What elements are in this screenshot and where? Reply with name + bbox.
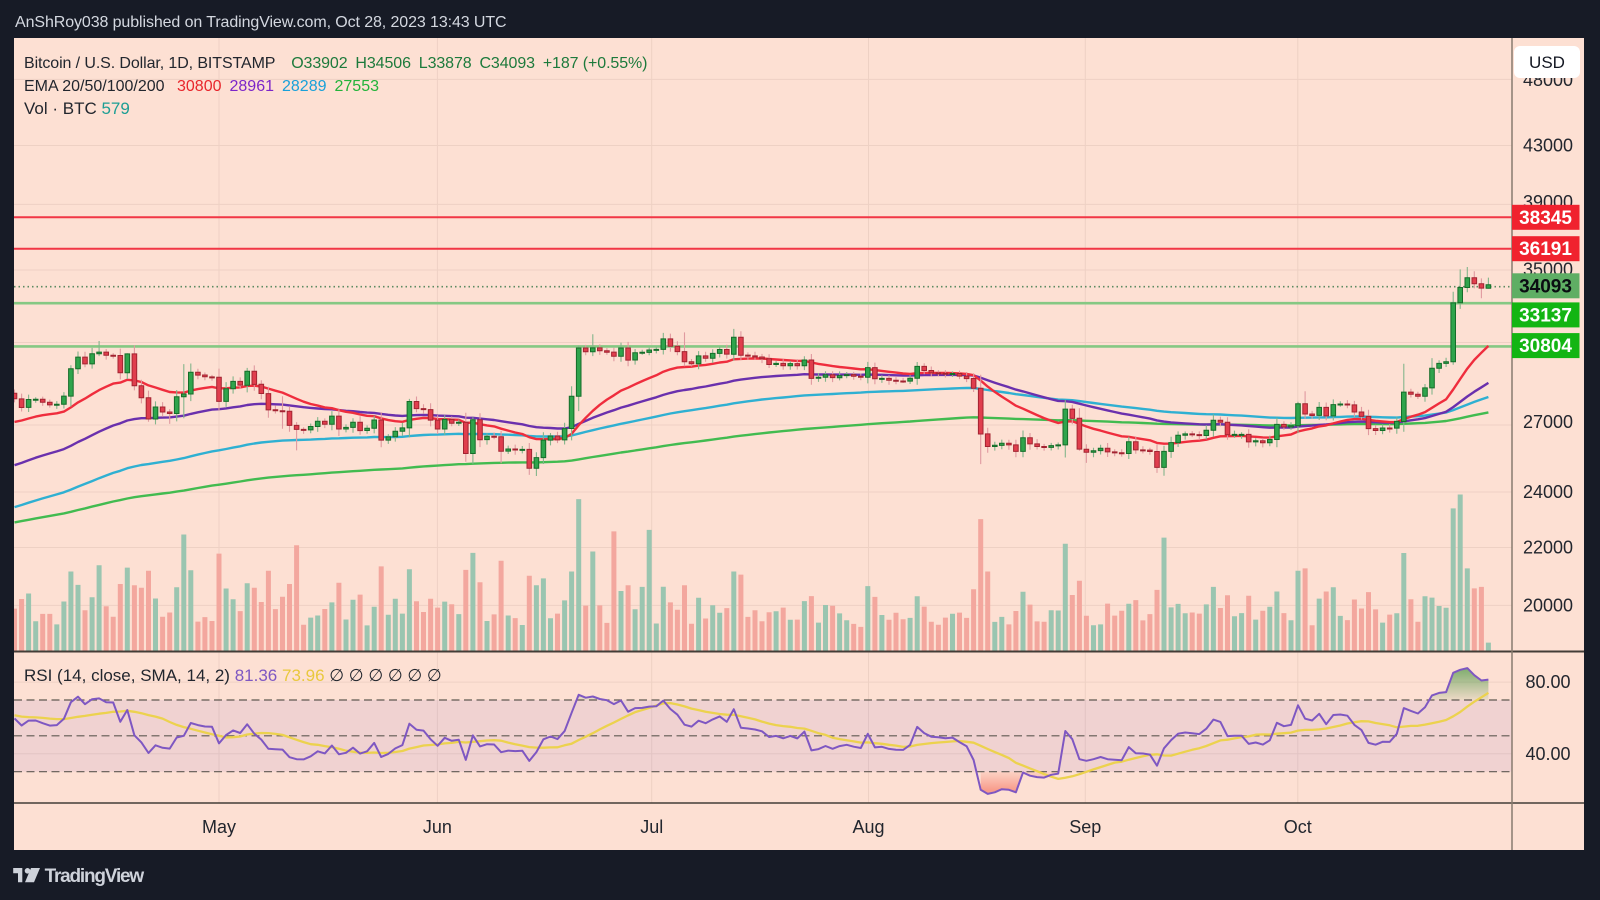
svg-text:Aug: Aug — [852, 817, 884, 837]
svg-text:Jul: Jul — [640, 817, 663, 837]
svg-text:33137: 33137 — [1519, 305, 1572, 326]
svg-text:Bitcoin / U.S. Dollar, 1D, BIT: Bitcoin / U.S. Dollar, 1D, BITSTAMP O339… — [24, 55, 647, 72]
svg-text:Sep: Sep — [1069, 817, 1101, 837]
svg-text:43000: 43000 — [1523, 136, 1573, 156]
svg-text:20000: 20000 — [1523, 595, 1573, 615]
svg-text:EMA 20/50/100/200 30800 28961: EMA 20/50/100/200 30800 28961 28289 2755… — [24, 78, 379, 95]
svg-text:RSI (14, close, SMA, 14, 2) 81: RSI (14, close, SMA, 14, 2) 81.36 73.96 … — [24, 666, 442, 685]
svg-text:22000: 22000 — [1523, 538, 1573, 558]
svg-text:AnShRoy038 published on Tradin: AnShRoy038 published on TradingView.com,… — [15, 14, 507, 31]
svg-text:May: May — [202, 817, 236, 837]
svg-text:36191: 36191 — [1519, 239, 1572, 260]
svg-text:USD: USD — [1529, 53, 1565, 72]
svg-text:30804: 30804 — [1519, 336, 1572, 357]
svg-text:38345: 38345 — [1519, 208, 1572, 229]
svg-text:34093: 34093 — [1519, 276, 1572, 297]
svg-text:Vol · BTC 579: Vol · BTC 579 — [24, 99, 130, 118]
svg-text:80.00: 80.00 — [1525, 672, 1570, 692]
svg-text:40.00: 40.00 — [1525, 744, 1570, 764]
svg-text:TradingView: TradingView — [45, 866, 145, 887]
svg-text:27000: 27000 — [1523, 412, 1573, 432]
svg-text:Jun: Jun — [423, 817, 452, 837]
svg-text:Oct: Oct — [1284, 817, 1312, 837]
svg-text:24000: 24000 — [1523, 482, 1573, 502]
